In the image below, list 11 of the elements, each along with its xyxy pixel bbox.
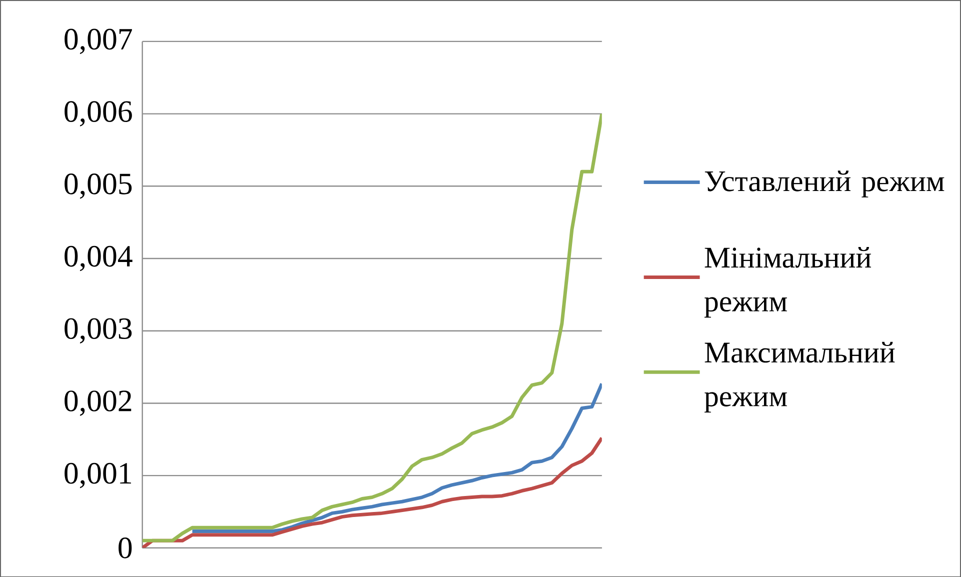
- legend-label: Мінімальний режим: [704, 246, 872, 318]
- y-tick-label: 0,001: [64, 462, 131, 488]
- y-tick-label: 0,004: [64, 246, 132, 271]
- legend-label: Максимальний режим: [704, 342, 895, 412]
- y-tick-label: 0,002: [64, 390, 132, 416]
- legend-label: Уставлений режим: [704, 170, 944, 198]
- y-tick-label: 0,005: [64, 173, 132, 199]
- y-tick-label: 0,003: [64, 318, 132, 344]
- y-tick-label: 0,006: [64, 100, 132, 126]
- y-tick-label: 0: [118, 537, 132, 558]
- y-tick-label: 0,007: [64, 28, 132, 54]
